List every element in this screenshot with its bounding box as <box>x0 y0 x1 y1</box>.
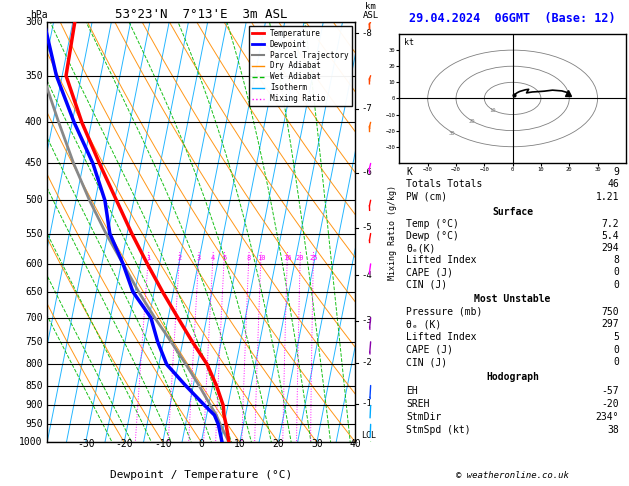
Text: Dewp (°C): Dewp (°C) <box>406 231 459 241</box>
Text: 294: 294 <box>601 243 619 253</box>
Text: 10: 10 <box>489 107 496 112</box>
Text: Hodograph: Hodograph <box>486 372 539 382</box>
Text: Dewpoint / Temperature (°C): Dewpoint / Temperature (°C) <box>110 469 292 480</box>
Text: 38: 38 <box>608 425 619 435</box>
Text: Most Unstable: Most Unstable <box>474 295 551 304</box>
Text: 25: 25 <box>309 255 318 261</box>
Text: 500: 500 <box>25 195 43 205</box>
Text: 650: 650 <box>25 287 43 297</box>
Text: 20: 20 <box>296 255 304 261</box>
Text: 7.2: 7.2 <box>601 219 619 229</box>
Text: km
ASL: km ASL <box>363 2 379 20</box>
Text: -10: -10 <box>154 439 172 449</box>
Text: 5: 5 <box>222 255 226 261</box>
Text: Lifted Index: Lifted Index <box>406 255 477 265</box>
Title: 53°23'N  7°13'E  3m ASL: 53°23'N 7°13'E 3m ASL <box>115 8 287 21</box>
Text: -7: -7 <box>362 104 372 113</box>
Text: -5: -5 <box>362 223 372 232</box>
Text: 297: 297 <box>601 319 619 330</box>
Text: -20: -20 <box>115 439 133 449</box>
Text: 3: 3 <box>197 255 201 261</box>
Text: 300: 300 <box>25 17 43 27</box>
Text: SREH: SREH <box>406 399 430 409</box>
Text: kt: kt <box>404 38 414 47</box>
Text: CAPE (J): CAPE (J) <box>406 267 454 278</box>
Text: hPa: hPa <box>30 10 48 20</box>
Text: θₑ (K): θₑ (K) <box>406 319 442 330</box>
Text: Surface: Surface <box>492 207 533 217</box>
Text: © weatheronline.co.uk: © weatheronline.co.uk <box>456 471 569 480</box>
Text: 0: 0 <box>613 345 619 355</box>
Text: -3: -3 <box>362 316 372 325</box>
Text: 46: 46 <box>608 179 619 189</box>
Text: 1.21: 1.21 <box>596 192 619 202</box>
Text: 0: 0 <box>613 357 619 367</box>
Text: StmSpd (kt): StmSpd (kt) <box>406 425 471 435</box>
Text: 30: 30 <box>448 131 455 136</box>
Text: 800: 800 <box>25 359 43 369</box>
Text: 550: 550 <box>25 228 43 239</box>
Text: Totals Totals: Totals Totals <box>406 179 482 189</box>
Text: -6: -6 <box>362 168 372 177</box>
Text: StmDir: StmDir <box>406 412 442 422</box>
Text: 600: 600 <box>25 259 43 269</box>
Text: 40: 40 <box>350 439 361 449</box>
Text: 450: 450 <box>25 158 43 169</box>
Text: 20: 20 <box>272 439 284 449</box>
Text: 10: 10 <box>257 255 265 261</box>
Text: 750: 750 <box>601 307 619 317</box>
Text: 1000: 1000 <box>19 437 43 447</box>
Text: 400: 400 <box>25 117 43 127</box>
Text: 350: 350 <box>25 70 43 81</box>
Text: 5.4: 5.4 <box>601 231 619 241</box>
Text: 0: 0 <box>613 267 619 278</box>
Text: 10: 10 <box>234 439 246 449</box>
Text: 900: 900 <box>25 400 43 411</box>
Text: 8: 8 <box>247 255 251 261</box>
Legend: Temperature, Dewpoint, Parcel Trajectory, Dry Adiabat, Wet Adiabat, Isotherm, Mi: Temperature, Dewpoint, Parcel Trajectory… <box>249 26 352 106</box>
Text: K: K <box>406 167 412 176</box>
Text: 30: 30 <box>311 439 323 449</box>
Text: 1: 1 <box>146 255 150 261</box>
Text: -8: -8 <box>362 29 372 38</box>
Text: 29.04.2024  06GMT  (Base: 12): 29.04.2024 06GMT (Base: 12) <box>409 12 616 25</box>
Text: 9: 9 <box>613 167 619 176</box>
Text: Temp (°C): Temp (°C) <box>406 219 459 229</box>
Text: 750: 750 <box>25 337 43 347</box>
Text: -20: -20 <box>601 399 619 409</box>
Text: EH: EH <box>406 385 418 396</box>
Text: CIN (J): CIN (J) <box>406 279 447 290</box>
Text: 20: 20 <box>469 119 475 124</box>
Text: Mixing Ratio (g/kg): Mixing Ratio (g/kg) <box>388 185 397 279</box>
Text: 8: 8 <box>613 255 619 265</box>
Text: -30: -30 <box>77 439 94 449</box>
Text: 16: 16 <box>283 255 291 261</box>
Text: PW (cm): PW (cm) <box>406 192 447 202</box>
Text: 4: 4 <box>211 255 215 261</box>
Text: 850: 850 <box>25 381 43 391</box>
Text: 0: 0 <box>613 279 619 290</box>
Text: 950: 950 <box>25 419 43 429</box>
Text: Pressure (mb): Pressure (mb) <box>406 307 482 317</box>
Text: -2: -2 <box>362 358 372 367</box>
Text: 700: 700 <box>25 312 43 323</box>
Text: θₑ(K): θₑ(K) <box>406 243 436 253</box>
Text: CIN (J): CIN (J) <box>406 357 447 367</box>
Text: 234°: 234° <box>596 412 619 422</box>
Text: -4: -4 <box>362 271 372 280</box>
Text: 5: 5 <box>613 332 619 342</box>
Text: -57: -57 <box>601 385 619 396</box>
Text: LCL: LCL <box>362 431 377 440</box>
Text: -1: -1 <box>362 399 372 408</box>
Text: 2: 2 <box>177 255 182 261</box>
Text: Lifted Index: Lifted Index <box>406 332 477 342</box>
Text: CAPE (J): CAPE (J) <box>406 345 454 355</box>
Text: 0: 0 <box>198 439 204 449</box>
